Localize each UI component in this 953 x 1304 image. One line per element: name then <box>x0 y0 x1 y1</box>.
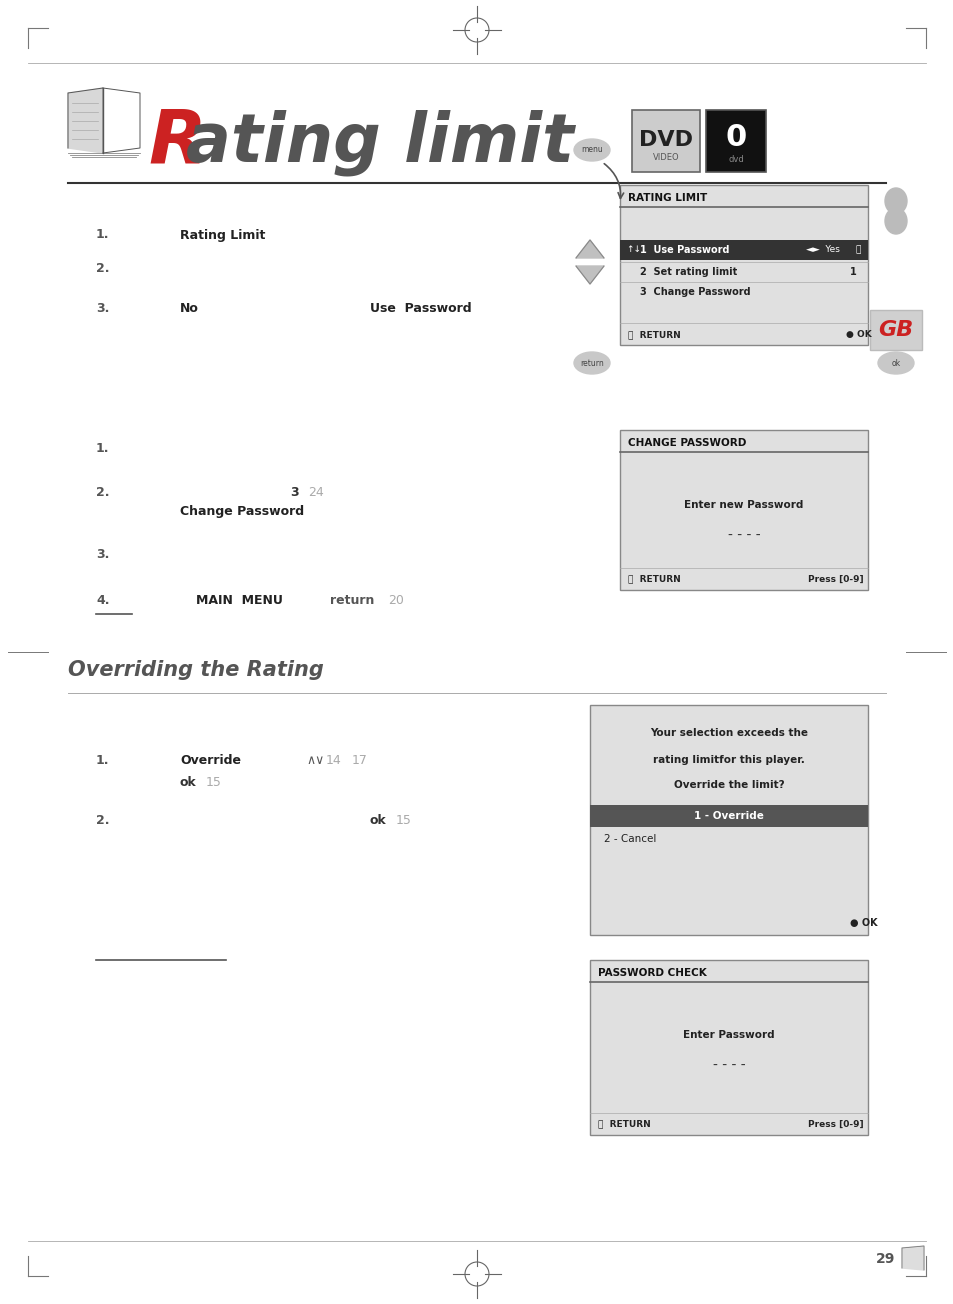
Text: return: return <box>330 593 374 606</box>
Bar <box>631 110 700 172</box>
Text: Overriding the Rating: Overriding the Rating <box>68 660 323 679</box>
Polygon shape <box>576 266 603 284</box>
Bar <box>589 705 867 935</box>
Text: Enter new Password: Enter new Password <box>683 499 802 510</box>
Text: Change Password: Change Password <box>180 506 304 519</box>
Text: 2.: 2. <box>96 262 110 275</box>
Text: 1  Use Password: 1 Use Password <box>639 245 729 256</box>
Text: Ⓡ  RETURN: Ⓡ RETURN <box>598 1120 650 1128</box>
Text: Enter Password: Enter Password <box>682 1030 774 1041</box>
Text: 1.: 1. <box>96 754 110 767</box>
Text: 1.: 1. <box>96 228 110 241</box>
Text: No: No <box>180 301 198 314</box>
Polygon shape <box>901 1247 923 1270</box>
Text: 1.: 1. <box>96 442 110 455</box>
Text: Use  Password: Use Password <box>370 301 471 314</box>
Text: 3: 3 <box>290 485 298 498</box>
Ellipse shape <box>884 209 906 233</box>
Text: 14: 14 <box>326 754 341 767</box>
Bar <box>619 240 867 259</box>
Text: 3  Change Password: 3 Change Password <box>639 287 750 297</box>
Text: 3.: 3. <box>96 548 110 561</box>
Text: Ⓡ  RETURN: Ⓡ RETURN <box>627 330 680 339</box>
Text: ok: ok <box>180 776 196 789</box>
Text: RATING LIMIT: RATING LIMIT <box>627 193 706 203</box>
Text: 15: 15 <box>206 776 222 789</box>
Text: 17: 17 <box>352 754 368 767</box>
Text: ↑↓: ↑↓ <box>625 245 640 254</box>
Text: 29: 29 <box>876 1252 895 1266</box>
Text: DVD: DVD <box>639 130 692 150</box>
Bar <box>619 430 867 589</box>
Text: dvd: dvd <box>727 155 743 164</box>
Text: 2.: 2. <box>96 485 110 498</box>
Text: return: return <box>579 359 603 368</box>
Text: CHANGE PASSWORD: CHANGE PASSWORD <box>627 438 745 449</box>
Text: 0: 0 <box>724 124 746 153</box>
Text: Ⓡ  RETURN: Ⓡ RETURN <box>627 575 680 583</box>
Text: - - - -: - - - - <box>712 1058 744 1072</box>
Text: 2  Set rating limit: 2 Set rating limit <box>639 267 737 276</box>
Text: menu: menu <box>580 146 602 154</box>
Text: Override: Override <box>180 754 241 767</box>
Text: 🔒: 🔒 <box>855 245 861 254</box>
Text: 15: 15 <box>395 814 412 827</box>
Ellipse shape <box>877 352 913 374</box>
Text: 1 - Override: 1 - Override <box>694 811 763 822</box>
Text: 24: 24 <box>308 485 323 498</box>
Polygon shape <box>576 240 603 258</box>
Ellipse shape <box>884 188 906 214</box>
Polygon shape <box>68 87 103 153</box>
Text: 4.: 4. <box>96 593 110 606</box>
Bar <box>589 960 867 1134</box>
Text: GB: GB <box>878 319 913 340</box>
Text: R: R <box>148 107 206 180</box>
Text: ◄►  Yes: ◄► Yes <box>805 245 839 254</box>
Text: Rating Limit: Rating Limit <box>180 228 265 241</box>
Text: rating limitfor this player.: rating limitfor this player. <box>653 755 804 765</box>
Text: ● OK: ● OK <box>845 330 871 339</box>
Text: 3.: 3. <box>96 301 110 314</box>
Text: 20: 20 <box>388 593 403 606</box>
Text: ating limit: ating limit <box>186 110 574 176</box>
Text: ok: ok <box>890 359 900 368</box>
Ellipse shape <box>574 140 609 160</box>
Polygon shape <box>103 87 140 153</box>
Text: VIDEO: VIDEO <box>652 153 679 162</box>
Text: ok: ok <box>370 814 386 827</box>
Text: Press [0-9]: Press [0-9] <box>807 1120 862 1128</box>
Bar <box>869 310 921 349</box>
Text: PASSWORD CHECK: PASSWORD CHECK <box>598 968 706 978</box>
Text: ● OK: ● OK <box>849 918 877 928</box>
Bar <box>619 185 867 346</box>
Text: Press [0-9]: Press [0-9] <box>807 575 862 583</box>
Text: - - - -: - - - - <box>727 528 760 542</box>
Text: MAIN  MENU: MAIN MENU <box>195 593 283 606</box>
Text: 1: 1 <box>849 267 856 276</box>
Bar <box>589 805 867 827</box>
Ellipse shape <box>574 352 609 374</box>
Text: 2.: 2. <box>96 814 110 827</box>
Text: Override the limit?: Override the limit? <box>673 780 783 790</box>
Text: Your selection exceeds the: Your selection exceeds the <box>649 728 807 738</box>
Text: 2 - Cancel: 2 - Cancel <box>603 835 656 844</box>
Bar <box>705 110 765 172</box>
Text: ∧∨: ∧∨ <box>306 754 324 767</box>
